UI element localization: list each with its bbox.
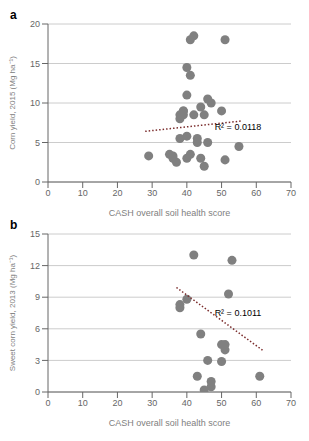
svg-text:30: 30 xyxy=(147,188,157,198)
svg-text:CASH overall soil health score: CASH overall soil health score xyxy=(109,418,231,428)
svg-text:50: 50 xyxy=(217,398,227,408)
svg-text:0: 0 xyxy=(45,398,50,408)
svg-text:10: 10 xyxy=(78,398,88,408)
svg-text:20: 20 xyxy=(112,188,122,198)
svg-text:15: 15 xyxy=(30,229,40,239)
svg-text:Corn yield, 2015 (Mg ha⁻¹): Corn yield, 2015 (Mg ha⁻¹) xyxy=(8,56,17,150)
svg-text:20: 20 xyxy=(112,398,122,408)
svg-text:50: 50 xyxy=(217,188,227,198)
svg-text:0: 0 xyxy=(45,188,50,198)
svg-text:5: 5 xyxy=(35,138,40,148)
svg-text:R² = 0.0118: R² = 0.0118 xyxy=(215,122,262,132)
svg-text:10: 10 xyxy=(78,188,88,198)
svg-text:0: 0 xyxy=(35,387,40,397)
svg-text:40: 40 xyxy=(182,398,192,408)
svg-text:6: 6 xyxy=(35,324,40,334)
svg-text:9: 9 xyxy=(35,292,40,302)
svg-text:R² = 0.1011: R² = 0.1011 xyxy=(215,308,262,318)
svg-text:20: 20 xyxy=(30,19,40,29)
svg-text:CASH overall soil health score: CASH overall soil health score xyxy=(109,208,231,218)
svg-text:12: 12 xyxy=(30,261,40,271)
html-text:b: b xyxy=(10,218,18,232)
svg-text:70: 70 xyxy=(286,188,296,198)
svg-text:40: 40 xyxy=(182,188,192,198)
html-text:a: a xyxy=(10,8,17,22)
svg-text:30: 30 xyxy=(147,398,157,408)
svg-text:60: 60 xyxy=(251,188,261,198)
svg-text:60: 60 xyxy=(251,398,261,408)
svg-text:0: 0 xyxy=(35,177,40,187)
svg-text:70: 70 xyxy=(286,398,296,408)
svg-text:3: 3 xyxy=(35,356,40,366)
svg-text:10: 10 xyxy=(30,98,40,108)
svg-text:15: 15 xyxy=(30,59,40,69)
svg-text:Sweet corn yield, 2013 (Mg ha⁻: Sweet corn yield, 2013 (Mg ha⁻¹) xyxy=(8,254,17,371)
